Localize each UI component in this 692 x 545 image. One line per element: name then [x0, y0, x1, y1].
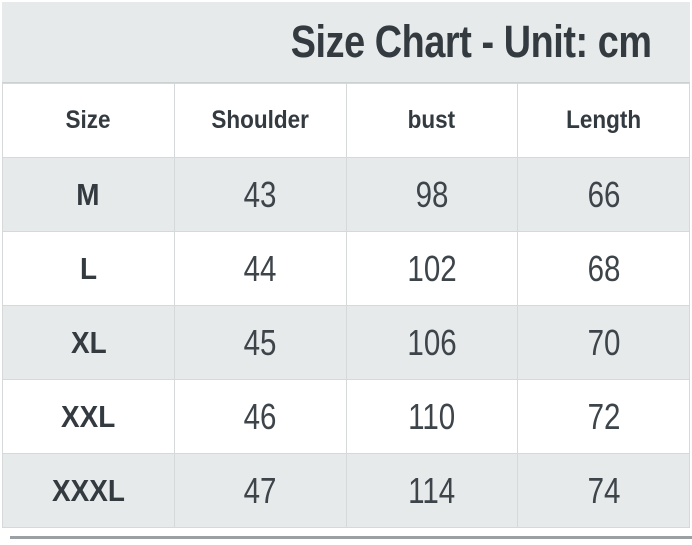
- measurement-value: 74: [587, 469, 621, 511]
- measurement-cell: 68: [517, 231, 690, 306]
- column-header-label: bust: [408, 106, 456, 134]
- column-header-label: Size: [65, 106, 111, 134]
- row-label: L: [79, 250, 97, 286]
- measurement-cell: 74: [517, 453, 690, 528]
- column-header-label: Shoulder: [211, 106, 309, 134]
- title-band: Size Chart - Unit: cm: [2, 2, 690, 83]
- measurement-value: 68: [587, 247, 621, 289]
- header-row: Size Shoulder bust Length: [2, 83, 690, 158]
- table-row: L 44 102 68: [2, 231, 690, 306]
- measurement-value: 66: [587, 173, 621, 215]
- size-cell: M: [2, 157, 175, 232]
- row-label: XL: [70, 324, 107, 360]
- measurement-cell: 66: [517, 157, 690, 232]
- measurement-cell: 114: [345, 453, 519, 528]
- measurement-value: 114: [408, 469, 456, 511]
- row-label: M: [76, 176, 100, 212]
- row-label: XXL: [61, 398, 116, 434]
- table-row: M 43 98 66: [2, 157, 690, 232]
- size-chart-table: Size Shoulder bust Length M 43 98 66 L 4…: [2, 83, 690, 528]
- size-cell: L: [2, 231, 175, 306]
- size-cell: XL: [2, 305, 175, 380]
- bottom-divider: [10, 536, 692, 539]
- row-label: XXXL: [51, 472, 125, 508]
- measurement-value: 106: [407, 321, 457, 363]
- column-header-bust: bust: [345, 83, 519, 158]
- measurement-value: 72: [587, 395, 621, 437]
- column-header-label: Length: [566, 106, 642, 134]
- table-row: XXL 46 110 72: [2, 379, 690, 454]
- measurement-cell: 106: [345, 305, 519, 380]
- column-header-length: Length: [517, 83, 690, 158]
- measurement-value: 70: [587, 321, 621, 363]
- measurement-cell: 45: [173, 305, 347, 380]
- measurement-cell: 70: [517, 305, 690, 380]
- measurement-value: 45: [243, 321, 277, 363]
- measurement-cell: 98: [345, 157, 519, 232]
- measurement-cell: 44: [173, 231, 347, 306]
- measurement-value: 102: [407, 247, 457, 289]
- column-header-shoulder: Shoulder: [173, 83, 347, 158]
- page-title: Size Chart - Unit: cm: [291, 16, 652, 67]
- measurement-cell: 72: [517, 379, 690, 454]
- size-cell: XXXL: [2, 453, 175, 528]
- measurement-cell: 43: [173, 157, 347, 232]
- measurement-cell: 46: [173, 379, 347, 454]
- table-body: M 43 98 66 L 44 102 68 XL 45 106 70 XXL …: [2, 157, 690, 528]
- measurement-cell: 110: [345, 379, 519, 454]
- measurement-cell: 102: [345, 231, 519, 306]
- measurement-value: 110: [408, 395, 456, 437]
- table-header: Size Shoulder bust Length: [2, 83, 690, 158]
- measurement-value: 98: [415, 173, 449, 215]
- size-cell: XXL: [2, 379, 175, 454]
- measurement-value: 44: [243, 247, 277, 289]
- measurement-value: 47: [243, 469, 277, 511]
- measurement-value: 46: [243, 395, 277, 437]
- measurement-cell: 47: [173, 453, 347, 528]
- table-row: XL 45 106 70: [2, 305, 690, 380]
- table-row: XXXL 47 114 74: [2, 453, 690, 528]
- measurement-value: 43: [243, 173, 277, 215]
- column-header-size: Size: [2, 83, 175, 158]
